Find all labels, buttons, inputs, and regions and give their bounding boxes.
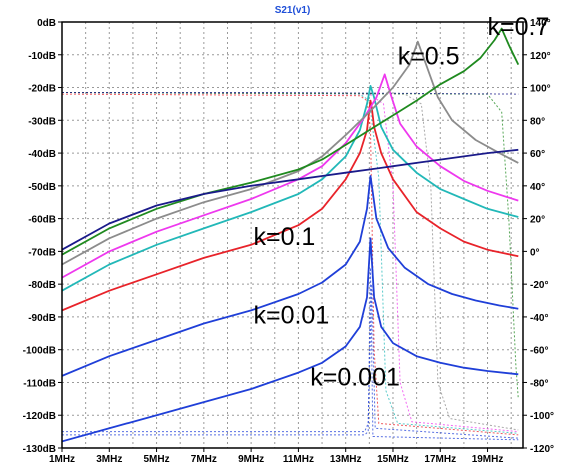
right-tick-label: 140° (530, 18, 551, 29)
x-tick-label: 5MHz (144, 454, 170, 464)
phase-line-k-0_4 (62, 92, 519, 433)
annotation-label: k=0.01 (253, 301, 329, 329)
phase-line-k-0_1 (62, 93, 519, 436)
left-tick-label: -10dB (28, 51, 56, 62)
phase-line-k-1 (62, 92, 519, 95)
right-tick-label: 100° (530, 84, 551, 95)
x-tick-label: 7MHz (191, 454, 217, 464)
x-tick-label: 9MHz (238, 454, 264, 464)
magnitude-line-k-0_001 (62, 237, 519, 443)
x-tick-label: 11MHz (283, 454, 314, 464)
left-tick-label: -40dB (28, 149, 56, 160)
right-tick-label: 40° (530, 182, 545, 193)
left-tick-label: -90dB (28, 313, 56, 324)
left-tick-label: -110dB (23, 378, 56, 389)
phase-layer (62, 92, 519, 441)
phase-line-k-0_001 (62, 267, 519, 441)
phase-line-k-0_7 (62, 92, 519, 399)
left-tick-label: -70dB (28, 247, 56, 258)
right-tick-label: 0° (530, 247, 540, 258)
left-tick-label: 0dB (37, 18, 56, 29)
left-tick-label: -130dB (23, 444, 56, 455)
phase-line-k-0_01 (62, 284, 519, 439)
magnitude-line-k-1 (62, 148, 519, 251)
annotation-label: k=0.5 (398, 43, 460, 71)
magnitude-layer (62, 27, 520, 443)
magnitude-line-k-0_5 (62, 40, 519, 266)
annotation-label: k=0.7 (488, 13, 550, 41)
right-tick-label: -80° (530, 378, 548, 389)
annotation-label: k=0.1 (253, 223, 315, 251)
left-tick-label: -120dB (23, 411, 56, 422)
right-tick-label: 120° (530, 51, 551, 62)
x-tick-label: 15MHz (377, 454, 409, 464)
phase-line-k-0_5 (62, 92, 519, 431)
annotation-layer: k=0.7 k=0.5 k=0.1 k=0.01 k=0.001 (253, 13, 549, 392)
left-tick-label: -50dB (28, 182, 56, 193)
left-tick-label: -20dB (28, 84, 56, 95)
right-tick-label: 20° (530, 215, 545, 226)
x-tick-label: 1MHz (49, 454, 75, 464)
right-tick-label: -20° (530, 280, 548, 291)
magnitude-line-k-0_01 (62, 175, 519, 377)
left-tick-label: -100dB (23, 346, 56, 357)
right-tick-label: -40° (530, 313, 548, 324)
annotation-label: k=0.001 (310, 364, 400, 392)
right-tick-label: -60° (530, 346, 548, 357)
magnitude-line-k-0_3 (62, 85, 519, 292)
right-tick-label: 80° (530, 116, 545, 127)
axis-layer: 0dB -10dB -20dB -30dB -40dB -50dB -60dB -70dB -8… (23, 5, 554, 465)
x-tick-label: 3MHz (96, 454, 122, 464)
left-tick-label: -60dB (28, 215, 56, 226)
magnitude-line-k-0_4 (62, 73, 519, 279)
right-tick-label: -100° (530, 411, 554, 422)
left-tick-label: -30dB (28, 116, 56, 127)
x-tick-label: 13MHz (330, 454, 362, 464)
chart-title: S21(v1) (275, 5, 311, 16)
x-tick-label: 19MHz (472, 454, 504, 464)
right-tick-label: -120° (530, 444, 554, 455)
plot-frame (61, 21, 524, 449)
right-tick-label: 60° (530, 149, 545, 160)
left-tick-label: -80dB (28, 280, 56, 291)
x-tick-label: 17MHz (424, 454, 456, 464)
